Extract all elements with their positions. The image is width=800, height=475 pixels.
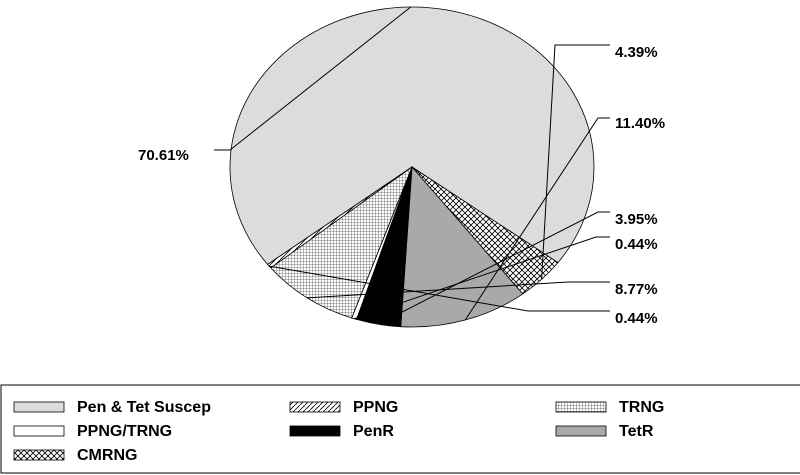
leader-line-pen-tet-suscep <box>214 6 412 151</box>
leader-line-ppng <box>269 265 610 312</box>
data-label-ppng: 0.44% <box>615 310 658 327</box>
data-label-tetr: 11.40% <box>615 115 665 132</box>
leader-lines <box>214 6 610 325</box>
legend-label-trng: TRNG <box>619 399 664 416</box>
slice-labels: 70.61% 4.39% 11.40% 3.95% 0.44% 8.77% 0.44% <box>138 44 665 327</box>
legend-label-penr: PenR <box>353 423 394 440</box>
legend-swatch-ppng <box>289 401 341 413</box>
legend-swatch-pen-tet-suscep <box>13 401 65 413</box>
leader-line-cmrng <box>541 44 610 280</box>
pie-slice-pen-tet-suscep <box>229 6 595 265</box>
leader-line-ppng-trng <box>353 236 610 320</box>
data-label-pen-tet-suscep: 70.61% <box>138 147 189 164</box>
legend-label-tetr: TetR <box>619 423 654 440</box>
legend-swatch-trng <box>555 401 607 413</box>
leader-line-penr <box>378 211 610 325</box>
legend-box <box>0 384 800 474</box>
data-label-trng: 8.77% <box>615 281 658 298</box>
legend-label-pen-tet-suscep: Pen & Tet Suscep <box>77 399 211 416</box>
legend-label-cmrng: CMRNG <box>77 447 137 464</box>
legend-label-ppng-trng: PPNG/TRNG <box>77 423 172 440</box>
pie-slice-ppng <box>267 166 413 269</box>
leader-line-tetr <box>464 117 610 321</box>
data-label-cmrng: 4.39% <box>615 44 658 61</box>
leader-line-trng <box>307 281 610 299</box>
data-label-ppng-trng: 0.44% <box>615 236 658 253</box>
legend-swatch-tetr <box>555 425 607 437</box>
data-label-penr: 3.95% <box>615 211 658 228</box>
legend-swatch-penr <box>289 425 341 437</box>
legend-swatch-ppng-trng <box>13 425 65 437</box>
legend-swatch-cmrng <box>13 449 65 461</box>
legend: Pen & Tet Suscep PPNG TRNG PPNG/TRNG PenR Tet… <box>0 384 800 474</box>
pie-slices <box>229 6 595 328</box>
legend-label-ppng: PPNG <box>353 399 398 416</box>
